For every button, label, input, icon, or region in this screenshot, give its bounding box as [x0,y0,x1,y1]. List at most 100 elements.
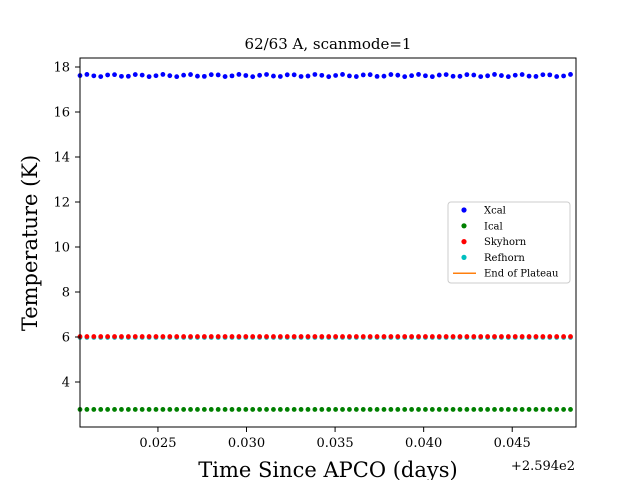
data-point [457,73,463,79]
data-point [201,334,207,339]
data-point [540,72,546,78]
data-layer [77,72,573,412]
data-point [416,334,421,339]
data-point [271,334,276,339]
data-point [464,407,470,412]
data-point [512,334,518,339]
data-point [146,74,152,80]
data-point [353,334,359,339]
legend-item: Refhorn [461,253,525,264]
data-point [471,407,477,412]
data-point [512,407,518,412]
data-point [119,407,124,412]
legend-label: Refhorn [484,253,525,264]
plot-area-frame [79,57,577,428]
data-point [195,407,200,412]
data-point [381,334,387,339]
y-axis-ticks: 4 6 8 10 12 14 16 18 [53,61,80,391]
data-point [471,72,477,78]
data-point [388,72,394,77]
data-point [305,407,311,412]
legend-marker [461,239,467,245]
y-tick-label: 16 [53,106,70,121]
legend-marker [461,223,467,229]
data-point [319,407,325,412]
data-point [347,334,352,339]
data-point [132,72,138,77]
data-point [215,407,221,412]
data-point [236,334,242,339]
data-point [167,334,173,339]
x-axis-ticks: 0.025 0.030 0.035 0.040 0.045 [139,427,531,451]
x-axis-offset: +2.594e2 [511,459,575,474]
data-point [381,73,387,79]
data-point [519,72,525,77]
data-point [298,334,304,339]
data-point [526,407,532,412]
data-point [91,407,97,412]
data-point [499,407,504,412]
data-point [277,334,283,339]
data-point [471,334,477,339]
data-point [291,407,297,412]
data-point [181,72,187,78]
x-tick-label: 0.045 [494,436,531,451]
data-point [388,334,394,339]
legend-marker [461,254,467,260]
legend-item: Ical [461,221,503,232]
data-point [340,72,345,77]
data-point [416,72,421,77]
data-point [436,407,442,412]
data-point [319,72,325,78]
data-point [499,73,504,78]
data-point [409,334,415,339]
data-point [298,407,304,412]
data-point [312,72,318,77]
data-point [505,74,511,80]
x-tick-label: 0.025 [139,436,176,451]
data-point [250,407,256,412]
series-ical [77,407,573,412]
series-refhorn [77,335,573,340]
data-point [139,334,145,339]
data-point [492,407,497,412]
data-point [132,334,138,339]
data-point [284,334,290,339]
data-point [499,334,504,339]
data-point [112,72,117,78]
data-point [561,407,566,412]
data-point [367,407,373,412]
data-point [98,407,104,412]
data-point [284,407,290,412]
data-point [257,334,263,339]
data-point [160,407,166,412]
data-point [91,334,97,339]
y-tick-label: 10 [53,241,70,256]
data-point [250,334,256,339]
data-point [374,407,380,412]
y-tick-label: 12 [53,196,70,211]
data-point [540,334,546,339]
data-point [353,407,359,412]
data-point [174,407,180,412]
data-point [436,334,442,339]
data-point [125,407,131,412]
legend-frame [447,201,571,284]
data-point [464,334,470,339]
data-point [360,407,366,412]
data-point [271,73,276,79]
legend-marker [461,207,467,213]
data-point [416,407,421,412]
data-point [505,407,511,412]
data-point [208,407,214,412]
legend-label: Ical [484,221,503,232]
data-point [457,407,463,412]
data-point [160,334,166,339]
data-point [201,407,207,412]
data-point [450,334,456,339]
data-point [326,74,332,80]
data-point [305,334,311,339]
data-point [512,72,518,78]
data-point [395,72,401,78]
data-point [305,73,311,79]
